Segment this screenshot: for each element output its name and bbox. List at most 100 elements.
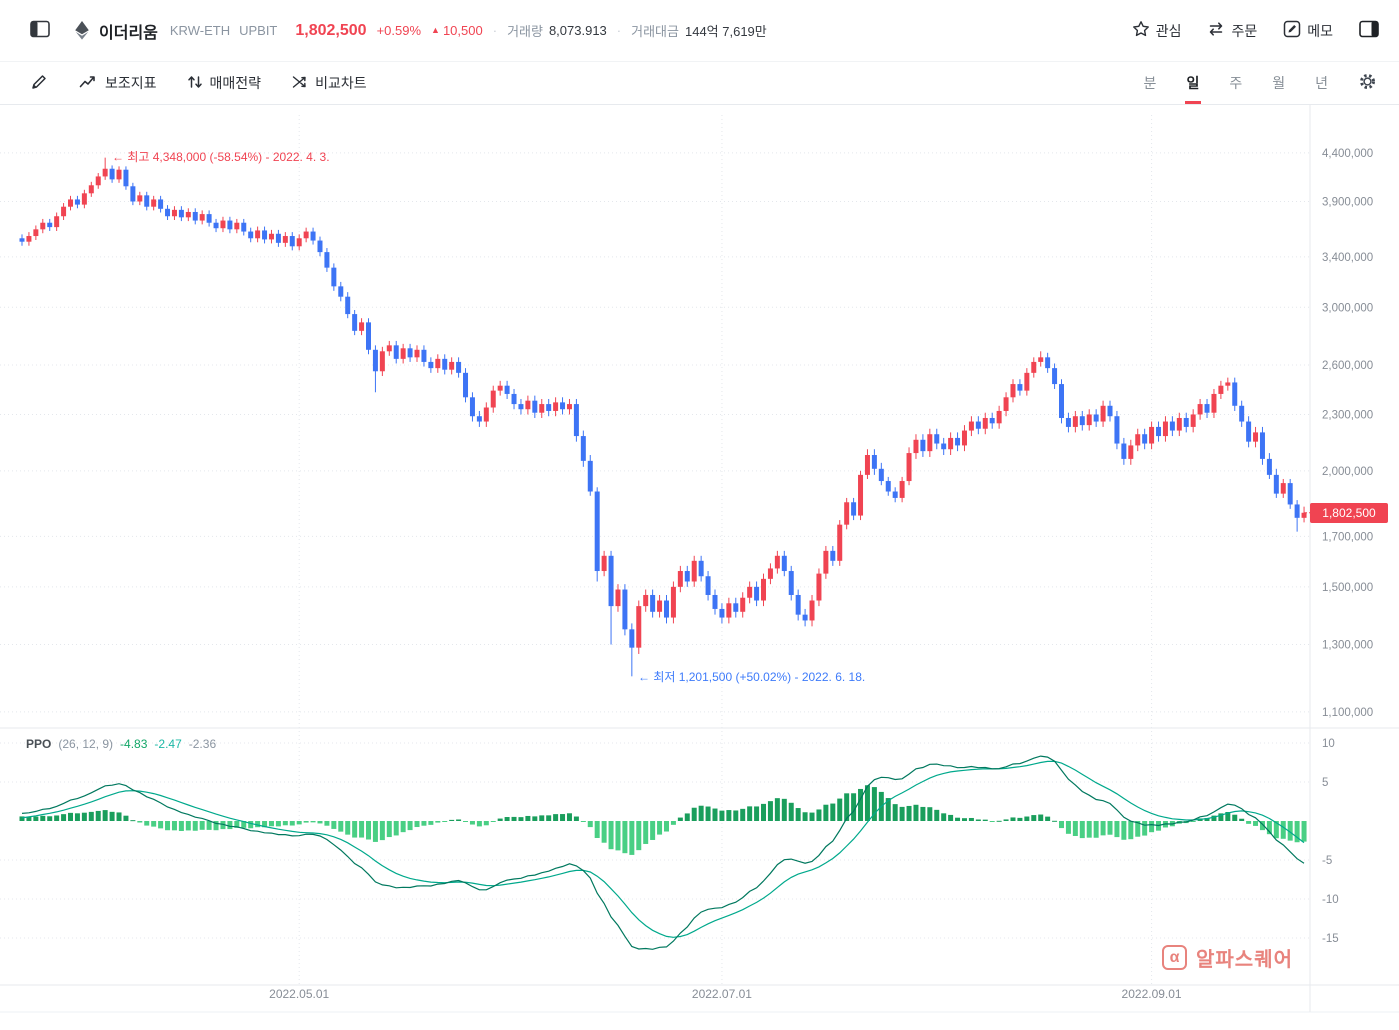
strategy-button[interactable]: 매매전략 xyxy=(187,62,261,104)
tab-timeframe-year[interactable]: 년 xyxy=(1315,62,1328,104)
candle-body xyxy=(144,195,150,207)
candle-body xyxy=(206,214,212,223)
ppo-histogram-bar xyxy=(435,821,441,823)
candle-body xyxy=(608,555,614,607)
candle-body xyxy=(476,416,482,422)
ppo-histogram-bar xyxy=(393,821,399,836)
order-label: 주문 xyxy=(1231,22,1258,39)
price-axis-label: 4,400,000 xyxy=(1322,148,1373,160)
favorite-button[interactable]: 관심 xyxy=(1132,20,1181,41)
ppo-histogram-bar xyxy=(379,821,385,841)
chart-canvas[interactable]: 4,400,000 3,900,000 3,400,000 3,000,000 2,60… xyxy=(0,105,1399,1030)
candle-body xyxy=(109,168,115,180)
ppo-histogram-bar xyxy=(248,821,254,829)
ppo-histogram-bar xyxy=(1149,821,1155,833)
tab-timeframe-day[interactable]: 일 xyxy=(1186,62,1199,104)
compare-button[interactable]: 비교차트 xyxy=(291,62,367,104)
candle-body xyxy=(1169,421,1175,431)
candle-body xyxy=(511,393,517,405)
candle-body xyxy=(338,286,344,297)
ppo-histogram-bar xyxy=(677,817,683,821)
candle-body xyxy=(26,236,32,242)
ppo-histogram-bar xyxy=(303,821,309,823)
ppo-axis-label: -15 xyxy=(1322,933,1339,945)
candle-body xyxy=(1031,361,1037,373)
candle-body xyxy=(151,199,157,207)
memo-button[interactable]: 메모 xyxy=(1283,20,1333,41)
sort-arrows-icon xyxy=(187,74,203,93)
ppo-histogram-bar xyxy=(262,821,268,828)
candle-body xyxy=(1065,417,1071,427)
candle-body xyxy=(587,460,593,492)
ppo-histogram-bar xyxy=(54,815,60,821)
chart-toolbar: 보조지표 매매전략 비교차트 분 일 주 월 년 xyxy=(0,62,1399,105)
sidebar-toggle-button[interactable] xyxy=(30,20,50,41)
ppo-histogram-bar xyxy=(885,798,891,821)
ppo-histogram-bar xyxy=(137,821,143,823)
indicators-button[interactable]: 보조지표 xyxy=(79,62,157,104)
candle-body xyxy=(601,555,607,572)
ppo-histogram-bar xyxy=(282,821,288,826)
candle-body xyxy=(767,568,773,579)
ppo-histogram-bar xyxy=(1190,821,1196,822)
candle-body xyxy=(1246,421,1252,442)
ppo-histogram-bar xyxy=(1128,821,1134,840)
turnover-label: 거래대금 xyxy=(631,24,679,39)
tab-timeframe-minute[interactable]: 분 xyxy=(1144,62,1157,104)
candle-body xyxy=(670,586,676,618)
candle-body xyxy=(1038,357,1044,362)
tab-timeframe-week[interactable]: 주 xyxy=(1229,62,1242,104)
candle-body xyxy=(414,349,420,358)
ppo-histogram-bar xyxy=(116,812,122,821)
candle-body xyxy=(490,390,496,408)
order-button[interactable]: 주문 xyxy=(1207,21,1257,41)
panel-right-icon xyxy=(1359,20,1379,41)
ppo-histogram-bar xyxy=(213,821,219,831)
candle-body xyxy=(47,222,53,228)
ppo-histogram-bar xyxy=(629,821,635,855)
ppo-histogram-bar xyxy=(123,815,129,821)
candle-body xyxy=(546,404,552,411)
candle-body xyxy=(982,417,988,429)
candle-body xyxy=(1273,474,1279,494)
candle-body xyxy=(171,209,177,217)
ppo-line xyxy=(21,755,1305,950)
ppo-histogram-bar xyxy=(449,819,455,821)
chart-settings-button[interactable] xyxy=(1358,72,1377,94)
ppo-histogram-bar xyxy=(566,813,572,821)
candle-body xyxy=(345,296,351,315)
ppo-histogram-bar xyxy=(463,821,469,822)
up-arrow-icon: ▲ xyxy=(431,24,440,35)
candle-body xyxy=(1253,432,1259,442)
ppo-histogram-bar xyxy=(892,804,898,821)
ppo-histogram-bar xyxy=(171,821,177,831)
candle-body xyxy=(262,230,268,240)
candle-body xyxy=(761,578,767,601)
tab-timeframe-month[interactable]: 월 xyxy=(1272,62,1285,104)
candle-body xyxy=(40,222,46,230)
ppo-histogram-bar xyxy=(1211,815,1217,821)
candle-body xyxy=(1121,443,1127,459)
ppo-histogram-bar xyxy=(26,816,32,821)
ppo-histogram-bar xyxy=(1273,821,1279,839)
candle-body xyxy=(650,594,656,612)
candle-body xyxy=(532,400,538,413)
x-axis-label: 2022.05.01 xyxy=(269,987,329,1001)
candle-body xyxy=(934,434,940,444)
pencil-icon xyxy=(30,72,49,94)
ppo-histogram-bar xyxy=(573,816,579,821)
ppo-histogram-bar xyxy=(275,821,281,827)
candle-body xyxy=(1017,384,1023,391)
candle-body xyxy=(622,589,628,630)
draw-tool-button[interactable] xyxy=(30,62,49,104)
ppo-histogram-bar xyxy=(490,821,496,822)
candle-body xyxy=(719,608,725,618)
candle-body xyxy=(920,439,926,452)
ppo-axis-label: -10 xyxy=(1322,894,1339,906)
ppo-histogram-bar xyxy=(1065,821,1071,834)
panel-toggle-button[interactable] xyxy=(1359,20,1379,41)
candle-body xyxy=(1059,384,1064,418)
candle-body xyxy=(248,231,254,239)
candle-body xyxy=(830,550,836,561)
candle-body xyxy=(566,404,572,410)
